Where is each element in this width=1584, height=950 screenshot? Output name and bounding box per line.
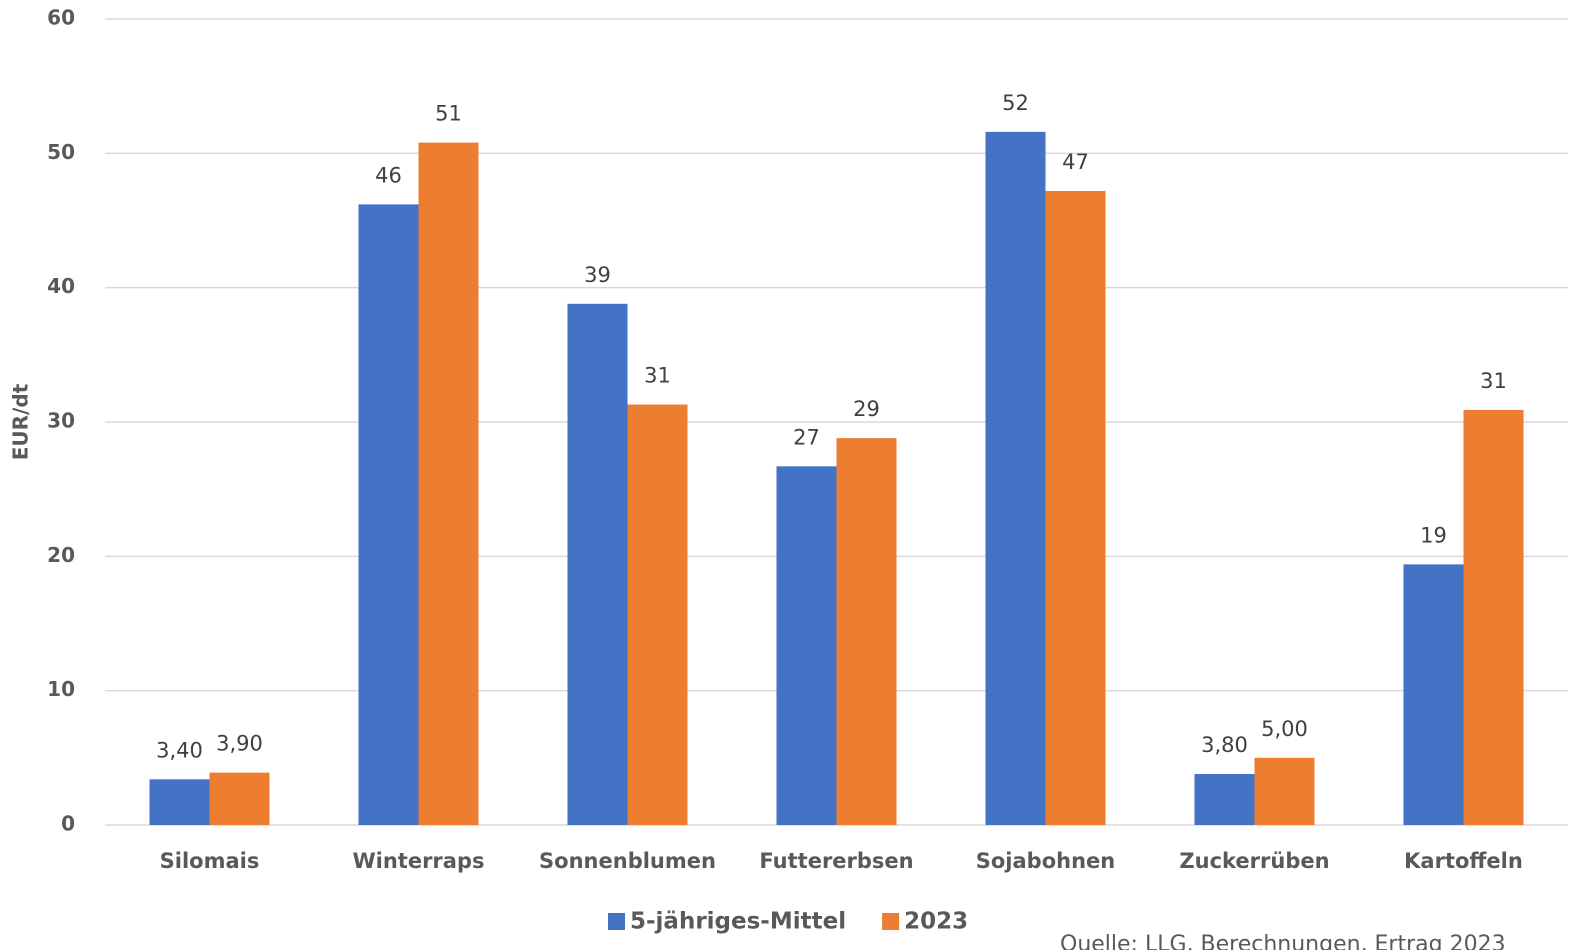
value-label: 3,40 <box>156 738 203 762</box>
value-label: 52 <box>1002 91 1029 115</box>
value-label: 46 <box>375 163 402 187</box>
value-label: 5,00 <box>1261 717 1308 741</box>
y-tick-label: 60 <box>47 6 75 30</box>
y-axis-label: EUR/dt <box>9 383 33 460</box>
value-label: 3,80 <box>1201 733 1248 757</box>
source-note: Quelle: LLG, Berechnungen, Ertrag 2023 <box>1060 932 1506 950</box>
legend-label: 2023 <box>904 909 968 935</box>
x-tick-label: Sonnenblumen <box>539 849 716 873</box>
bar <box>1403 564 1464 825</box>
value-label: 19 <box>1420 523 1447 547</box>
x-tick-label: Silomais <box>160 849 260 873</box>
y-tick-label: 30 <box>47 409 75 433</box>
legend-swatch <box>608 913 625 930</box>
value-label: 27 <box>793 425 820 449</box>
bar <box>985 131 1046 826</box>
y-tick-label: 40 <box>47 274 75 298</box>
value-label: 47 <box>1062 150 1089 174</box>
x-tick-label: Sojabohnen <box>976 849 1115 873</box>
bar <box>776 466 837 825</box>
x-tick-label: Futtererbsen <box>759 849 913 873</box>
value-label: 31 <box>644 364 671 388</box>
value-label: 29 <box>853 397 880 421</box>
bar <box>567 303 628 826</box>
y-tick-label: 0 <box>61 812 75 836</box>
bar <box>1194 773 1255 825</box>
bar <box>209 772 270 825</box>
y-tick-label: 10 <box>47 677 75 701</box>
bar <box>358 204 419 825</box>
bar <box>149 779 210 825</box>
bar <box>627 404 688 825</box>
x-tick-label: Kartoffeln <box>1404 849 1523 873</box>
bar <box>1254 757 1315 825</box>
value-label: 31 <box>1480 369 1507 393</box>
value-label: 51 <box>435 102 462 126</box>
value-label: 39 <box>584 263 611 287</box>
value-label: 3,90 <box>216 732 263 756</box>
bar <box>418 142 479 825</box>
bar <box>836 438 897 825</box>
x-tick-label: Winterraps <box>352 849 484 873</box>
legend-swatch <box>882 913 900 930</box>
bar <box>1463 409 1524 825</box>
y-tick-label: 20 <box>47 543 75 567</box>
x-tick-label: Zuckerrüben <box>1179 849 1329 873</box>
legend-label: 5-jähriges-Mittel <box>630 909 846 935</box>
bar <box>1045 190 1106 826</box>
y-tick-label: 50 <box>47 140 75 164</box>
